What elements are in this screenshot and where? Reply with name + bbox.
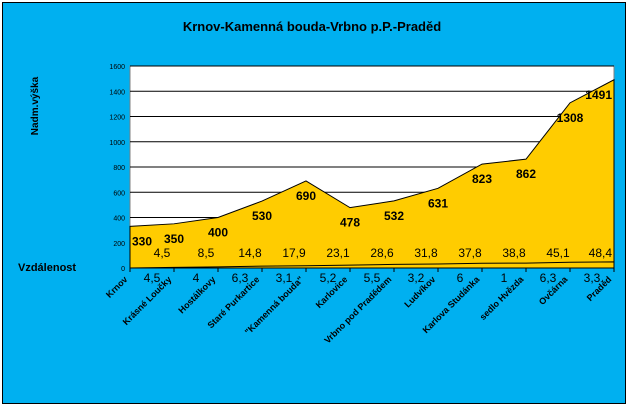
elevation-data-label: 690: [296, 189, 316, 203]
elevation-data-label: 530: [252, 209, 272, 223]
y-tick-label: 0: [121, 266, 125, 273]
distance-label: Vzdálenost: [18, 262, 76, 274]
elevation-data-label: 350: [164, 232, 184, 246]
distance-data-label: 28,6: [370, 246, 394, 260]
elevation-data-label: 1308: [557, 111, 584, 125]
segment-distance-label: 1: [501, 271, 508, 285]
distance-area: [129, 261, 615, 269]
x-tick-label: Krnov: [104, 274, 129, 299]
y-tick-label: 1000: [109, 140, 125, 147]
segment-distance-label: 3,1: [276, 271, 293, 285]
segment-distance-label: 4: [193, 271, 200, 285]
distance-data-label: 38,8: [502, 246, 526, 260]
y-tick-label: 800: [113, 165, 125, 172]
elevation-data-label: 862: [516, 167, 536, 181]
y-tick-label: 1200: [109, 115, 125, 122]
elevation-area: [129, 78, 615, 269]
distance-data-label: 4,5: [154, 246, 171, 260]
distance-data-label: 23,1: [326, 246, 350, 260]
distance-data-label: 37,8: [458, 246, 482, 260]
distance-data-label: 17,9: [282, 246, 306, 260]
y-tick-label: 400: [113, 216, 125, 223]
segment-distance-label: 5,5: [364, 271, 381, 285]
y-tick-label: 1600: [109, 64, 125, 71]
y-tick-label: 600: [113, 190, 125, 197]
elevation-data-label: 1491: [585, 88, 612, 102]
segment-distance-label: 6,3: [540, 271, 557, 285]
segment-distance-label: 3,2: [408, 271, 425, 285]
segment-distance-label: 6: [457, 271, 464, 285]
segment-distance-label: 6,3: [232, 271, 249, 285]
elevation-data-label: 478: [340, 216, 360, 230]
elevation-data-label: 823: [472, 172, 492, 186]
y-axis-label: Nadm.výška: [30, 76, 41, 135]
distance-data-label: 8,5: [198, 246, 215, 260]
elevation-data-label: 330: [132, 234, 152, 248]
segment-distance-label: 5,2: [320, 271, 337, 285]
y-tick-label: 200: [113, 241, 125, 248]
segment-distance-label: 4,5: [144, 271, 161, 285]
elevation-data-label: 400: [208, 226, 228, 240]
elevation-data-label: 631: [428, 196, 448, 210]
segment-distance-label: 3,3: [584, 271, 601, 285]
distance-data-label: 48,4: [589, 246, 613, 260]
elevation-data-label: 532: [384, 209, 404, 223]
distance-data-label: 31,8: [414, 246, 438, 260]
distance-data-label: 14,8: [238, 246, 262, 260]
chart-title: Krnov-Kamenná bouda-Vrbno p.P.-Praděd: [183, 19, 441, 34]
y-tick-label: 1400: [109, 89, 125, 96]
distance-data-label: 45,1: [546, 246, 570, 260]
